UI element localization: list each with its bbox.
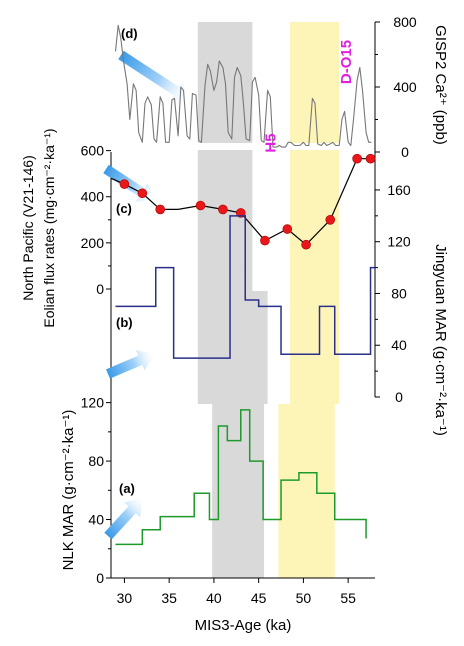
y-axis-title-c-line1: North Pacific (V21-146)	[20, 155, 36, 301]
eolian-flux-point-9	[282, 224, 293, 234]
trend-arrow-shape-b	[106, 350, 156, 379]
trend-arrows	[103, 50, 191, 540]
y-tick-label-b-40: 40	[391, 337, 407, 353]
annotation-h5: H5	[263, 133, 280, 152]
y-tick-label-c-0: 0	[96, 281, 104, 297]
y-axis-title-c-line2: Eolian flux rates (mg·cm⁻²·ka⁻¹)	[41, 128, 57, 327]
shaded-band-d-4	[289, 22, 340, 143]
y-tick-label-d-0: 0	[401, 144, 409, 160]
y-tick-label-b-80: 80	[391, 285, 407, 301]
y-tick-label-a-0: 0	[96, 570, 104, 586]
shaded-band-a-3	[212, 404, 265, 578]
axes	[106, 21, 380, 583]
shaded-band-a-7	[278, 404, 335, 578]
trend-arrow-d	[118, 50, 191, 101]
eolian-flux-point-10	[301, 239, 311, 250]
panel-label-c: (c)	[116, 201, 132, 216]
annotation-do15: D-O15	[338, 40, 355, 84]
eolian-flux-point-6	[218, 204, 228, 215]
eolian-flux-point-3	[155, 204, 166, 215]
panel-label-a: (a)	[119, 481, 135, 496]
eolian-flux-point-11	[325, 215, 336, 225]
panel-label-b: (b)	[116, 315, 133, 330]
y-tick-label-b-120: 120	[387, 234, 411, 250]
x-axis-title: MIS3-Age (ka)	[195, 617, 292, 634]
y-axis-title-a: NLK MAR (g·cm⁻²·ka⁻¹)	[60, 410, 77, 571]
shaded-band-c-1	[197, 150, 253, 291]
x-tick-label-40: 40	[206, 590, 222, 606]
y-tick-label-c-600: 600	[81, 143, 105, 159]
y-tick-label-c-200: 200	[81, 235, 105, 251]
data-series	[110, 24, 376, 546]
nlk-mar-steps	[115, 409, 367, 546]
x-tick-label-55: 55	[340, 590, 356, 606]
shaded-band-b-6	[289, 291, 340, 404]
eolian-flux-point-8	[260, 235, 270, 246]
x-tick-label-35: 35	[161, 590, 177, 606]
y-tick-label-a-40: 40	[88, 512, 104, 528]
y-axis-title-d: GISP2 Ca²⁺ (ppb)	[432, 25, 449, 145]
eolian-flux-point-13	[365, 153, 376, 164]
y-tick-label-d-800: 800	[393, 14, 417, 30]
eolian-flux-point-12	[352, 153, 362, 164]
panel-label-d: (d)	[121, 26, 138, 41]
eolian-flux-point-1	[119, 179, 130, 189]
trend-arrow-a	[104, 497, 144, 540]
eolian-flux-point-2	[137, 188, 148, 199]
trend-arrow-shape-d	[118, 50, 191, 101]
y-tick-label-a-80: 80	[88, 453, 104, 469]
eolian-flux-point-5	[195, 200, 206, 211]
x-tick-label-30: 30	[117, 590, 133, 606]
y-tick-label-b-0: 0	[395, 389, 403, 405]
y-tick-label-b-160: 160	[387, 182, 411, 198]
gisp2-series-line	[114, 24, 372, 148]
y-tick-label-c-400: 400	[81, 189, 105, 205]
jingyuan-mar-steps	[115, 215, 375, 359]
trend-arrow-shape-a	[104, 497, 144, 540]
trend-arrow-b	[106, 350, 156, 379]
x-tick-label-50: 50	[296, 590, 312, 606]
shaded-band-b-2	[197, 291, 268, 404]
x-tick-label-45: 45	[251, 590, 267, 606]
y-axis-title-b: Jingyuan MAR (g·cm⁻²·ka⁻¹)	[432, 244, 449, 436]
y-tick-label-d-400: 400	[393, 79, 417, 95]
y-tick-label-a-120: 120	[81, 395, 105, 411]
